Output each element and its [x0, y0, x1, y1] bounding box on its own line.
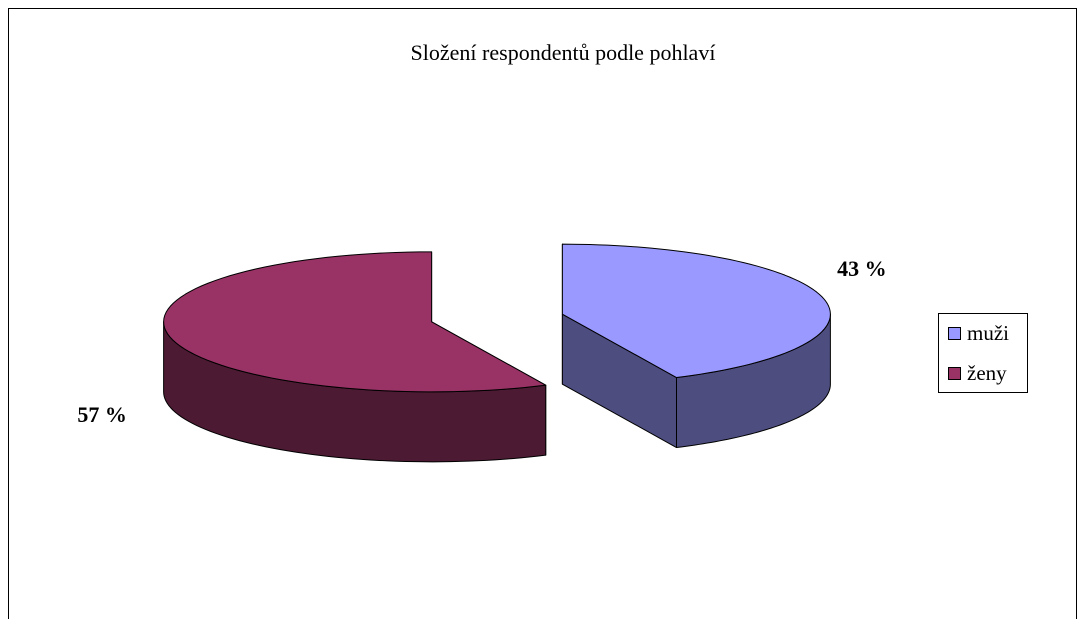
legend-swatch: [948, 327, 961, 340]
slice: [561, 243, 831, 379]
chart-title: Složení respondentů podle pohlaví: [411, 40, 716, 65]
legend-label: muži: [967, 321, 1009, 345]
legend-swatch: [948, 367, 961, 380]
data-label: 43 %: [837, 256, 887, 281]
legend-label: ženy: [967, 361, 1007, 385]
data-label: 57 %: [77, 402, 127, 427]
slice: [163, 251, 547, 393]
